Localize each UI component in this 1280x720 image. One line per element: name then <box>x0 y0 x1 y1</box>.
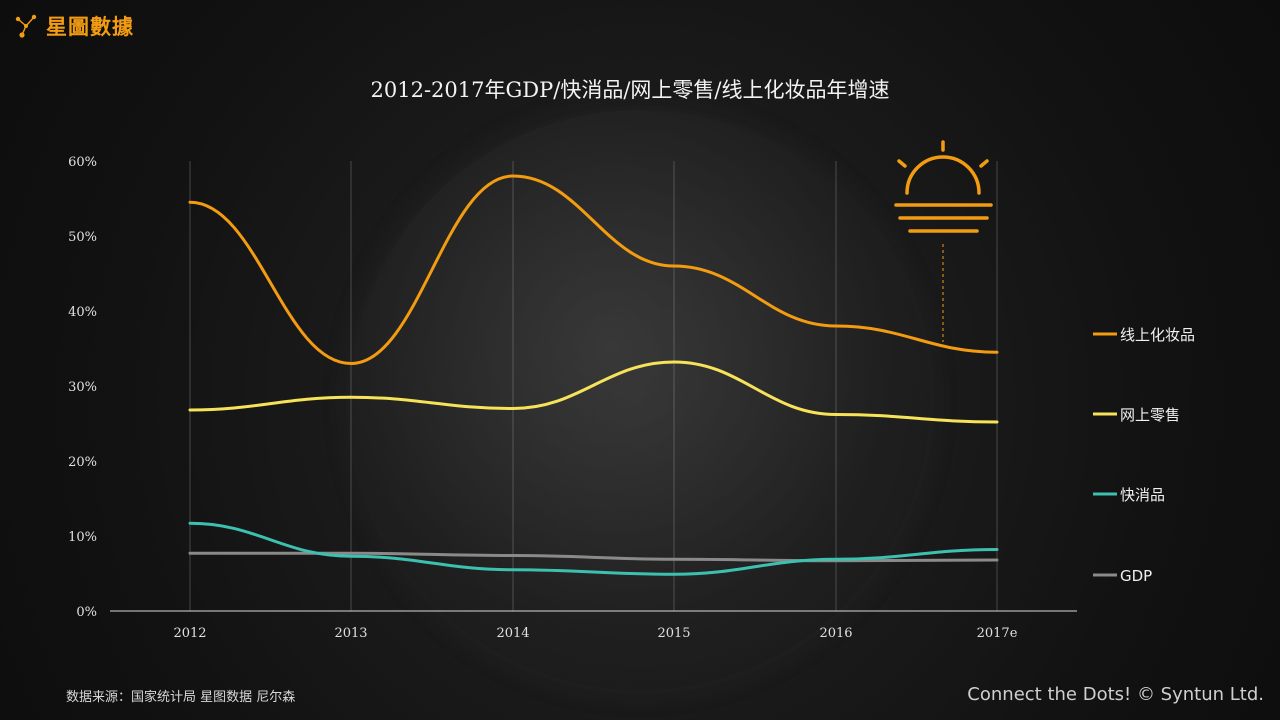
y-axis-ticks: 0% 10% 20% 30% 40% 50% 60% <box>68 155 97 620</box>
series-line-快消品 <box>188 521 999 576</box>
y-tick-label: 40% <box>68 305 97 320</box>
copyright-credit: Connect the Dots! © Syntun Ltd. <box>967 684 1264 705</box>
legend-label: 快消品 <box>1120 486 1165 504</box>
chart-title: 2012-2017年GDP/快消品/网上零售/线上化妆品年增速 <box>370 78 890 102</box>
legend-label: 线上化妆品 <box>1120 326 1195 344</box>
y-tick-label: 0% <box>76 605 97 620</box>
dots-network-icon <box>15 14 37 38</box>
series-lines <box>188 174 999 576</box>
series-line-线上化妆品 <box>188 174 999 366</box>
x-tick-label: 2016 <box>819 626 852 641</box>
legend-label: 网上零售 <box>1120 406 1180 424</box>
series-line-网上零售 <box>188 360 999 424</box>
x-axis-ticks: 2012 2013 2014 2015 2016 2017e <box>173 626 1017 641</box>
globe-background <box>350 110 930 690</box>
grid-lines <box>189 161 998 611</box>
legend-label: GDP <box>1120 567 1152 585</box>
y-tick-label: 10% <box>68 530 97 545</box>
y-tick-label: 60% <box>68 155 97 170</box>
legend-item: 线上化妆品 <box>1093 326 1195 344</box>
x-tick-label: 2013 <box>334 626 367 641</box>
y-tick-label: 30% <box>68 380 97 395</box>
legend-item: GDP <box>1093 567 1152 585</box>
legend-item: 快消品 <box>1093 486 1165 504</box>
sunrise-icon <box>894 140 993 342</box>
series-line-GDP <box>188 551 999 563</box>
brand-name: 星圖數據 <box>46 15 134 39</box>
x-tick-label: 2012 <box>173 626 206 641</box>
brand-logo: 星圖數據 <box>14 10 134 42</box>
data-source: 数据来源：国家统计局 星图数据 尼尔森 <box>66 690 296 705</box>
x-tick-label: 2015 <box>657 626 690 641</box>
y-tick-label: 50% <box>68 230 97 245</box>
y-tick-label: 20% <box>68 455 97 470</box>
legend-item: 网上零售 <box>1093 406 1180 424</box>
x-tick-label: 2017e <box>977 626 1018 641</box>
x-tick-label: 2014 <box>496 626 529 641</box>
